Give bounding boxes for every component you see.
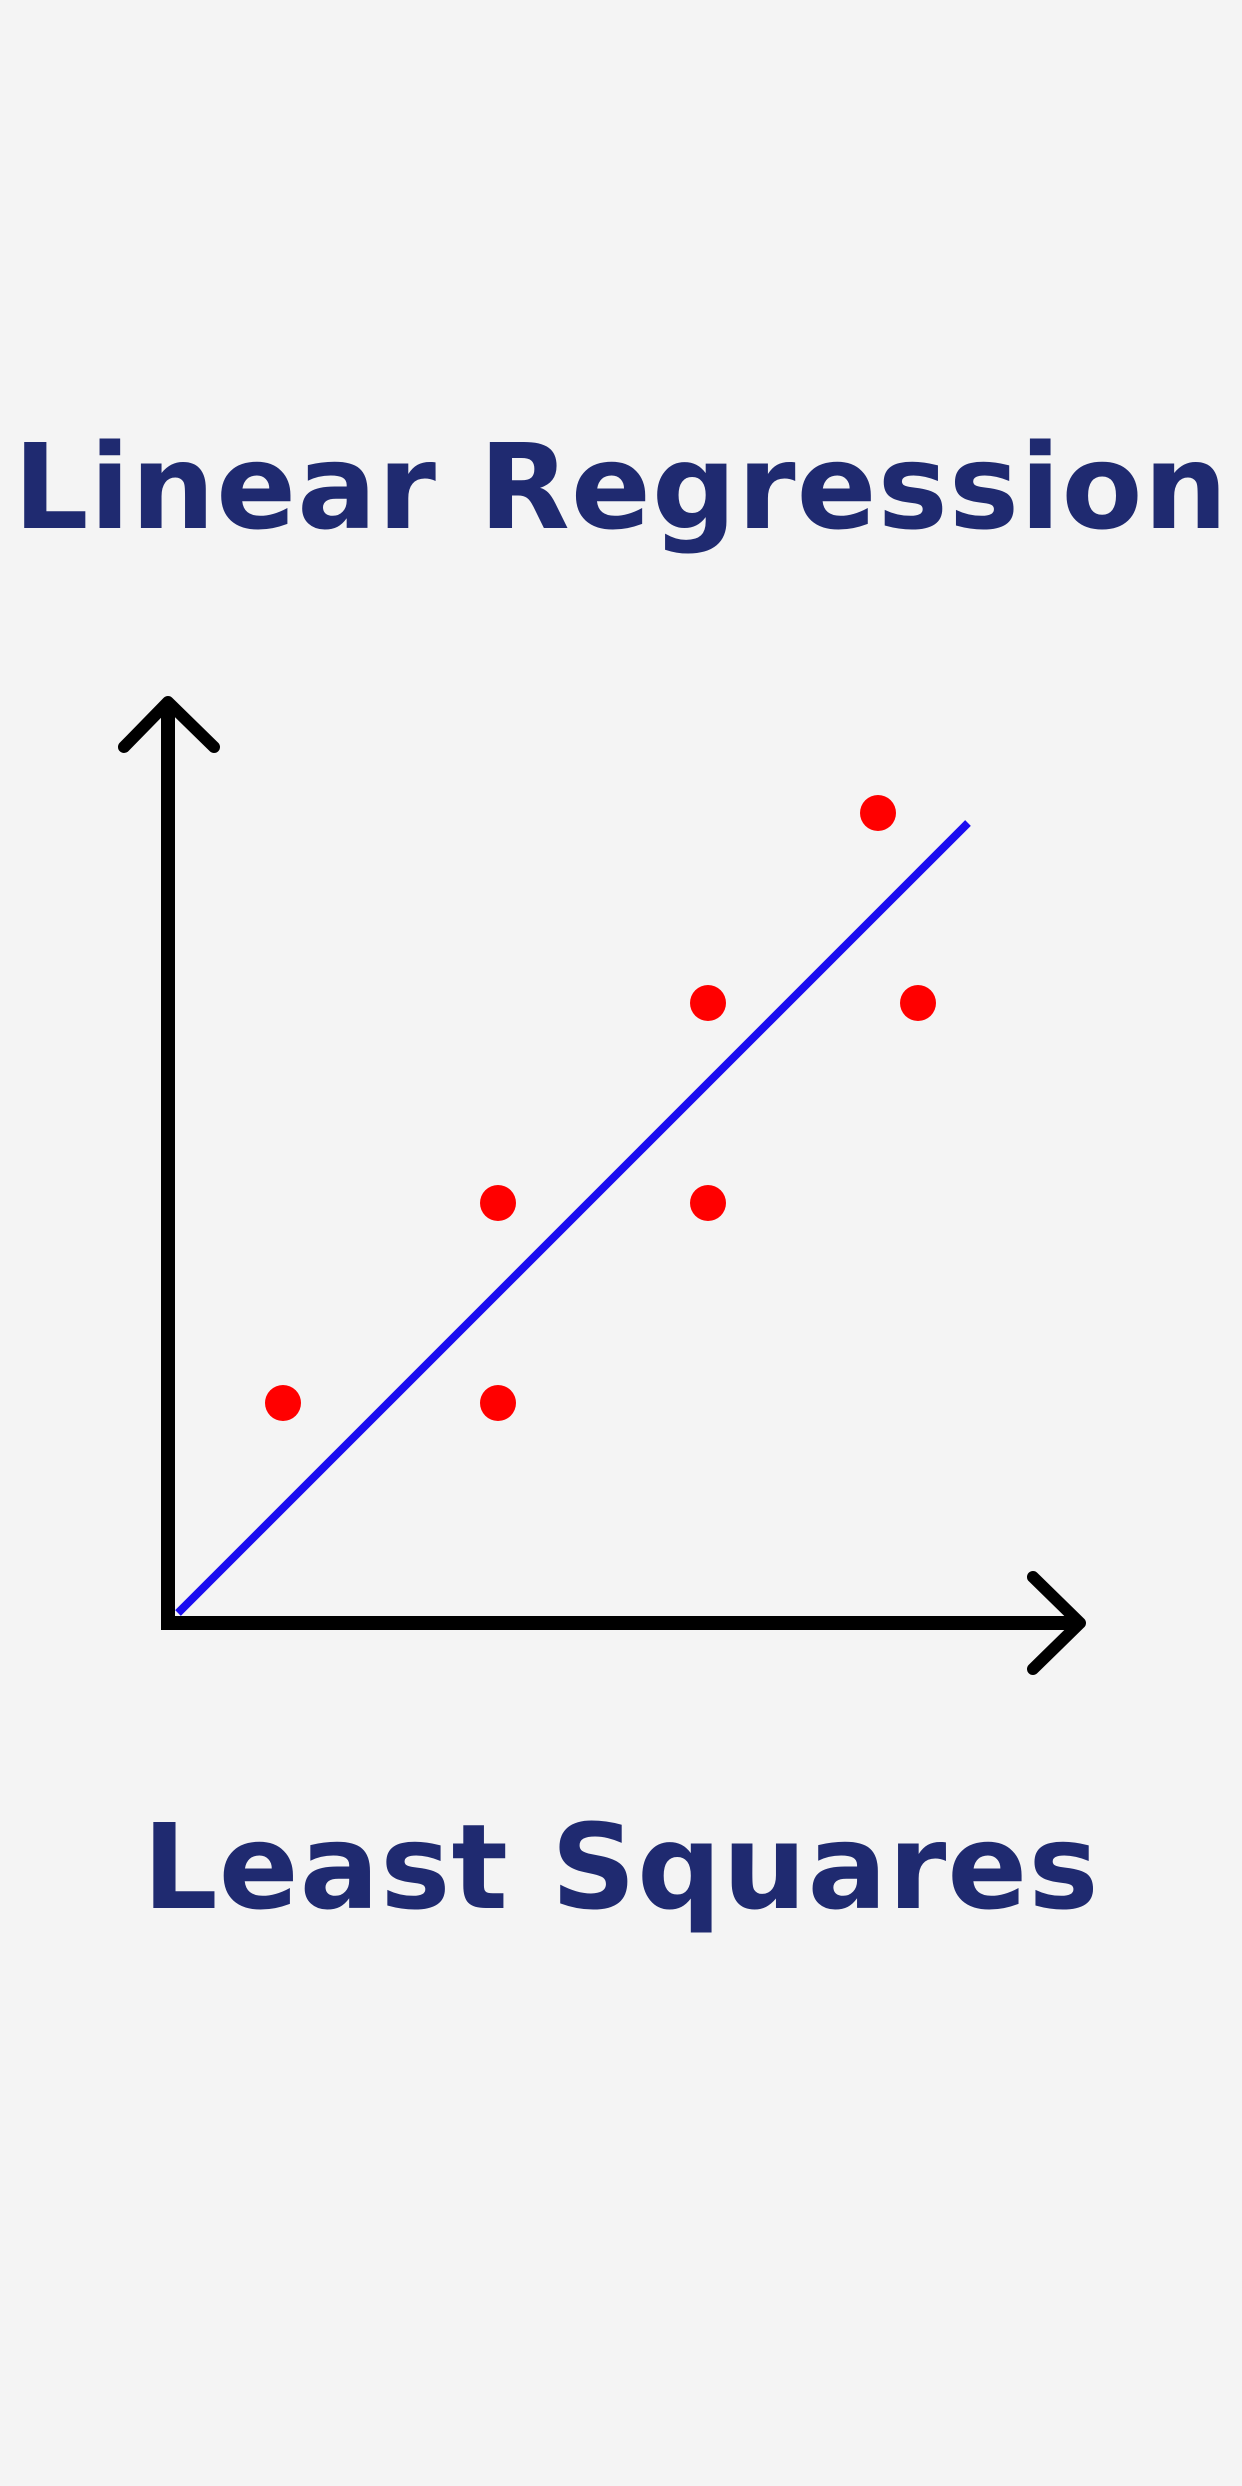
- chart-axes: [118, 696, 1086, 1675]
- data-point-3: [480, 1185, 516, 1221]
- data-point-5: [690, 985, 726, 1021]
- y-axis-arrowhead: [118, 696, 220, 753]
- data-point-2: [480, 1385, 516, 1421]
- regression-line: [175, 820, 971, 1616]
- data-point-1: [265, 1385, 301, 1421]
- plot-area: [175, 795, 971, 1616]
- data-point-6: [860, 795, 896, 831]
- page-title: Linear Regression: [13, 418, 1229, 556]
- chart-subtitle: Least Squares: [142, 1798, 1100, 1936]
- data-point-7: [900, 985, 936, 1021]
- x-axis-arrowhead: [1027, 1571, 1086, 1675]
- data-point-4: [690, 1185, 726, 1221]
